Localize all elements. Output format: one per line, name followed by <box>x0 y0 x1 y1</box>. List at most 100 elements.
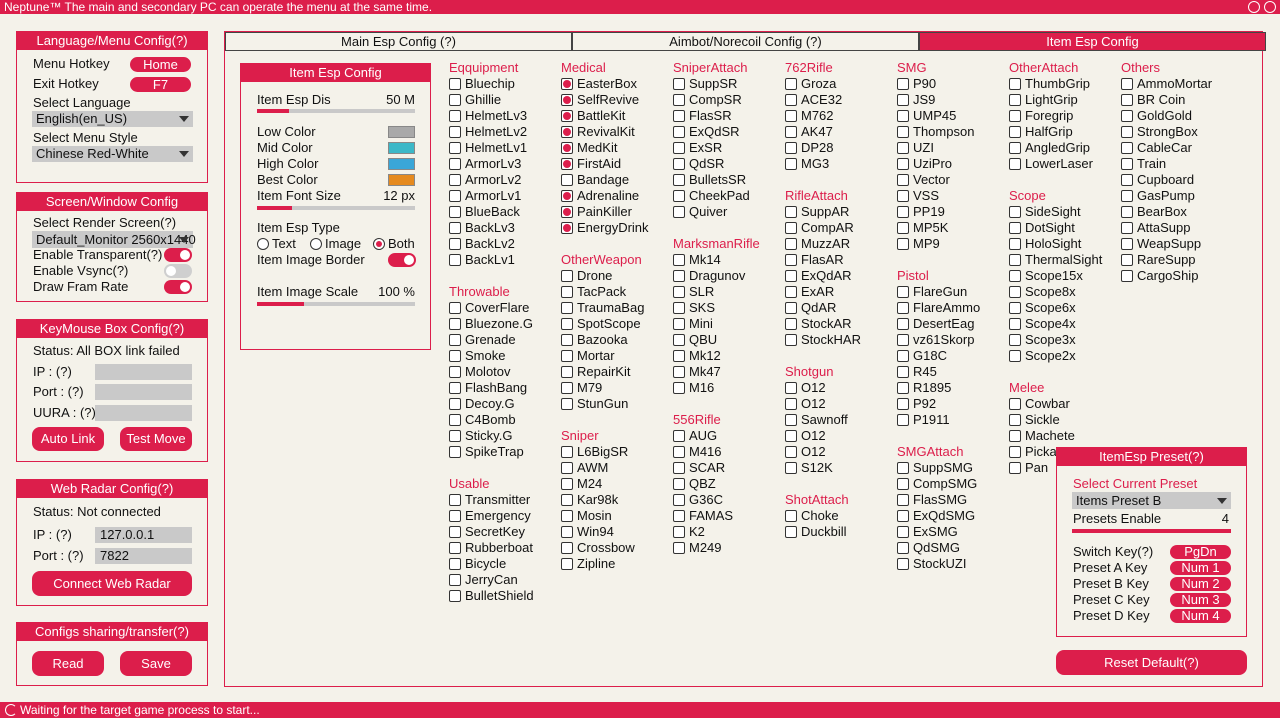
checkbox[interactable] <box>897 542 909 554</box>
checkbox[interactable] <box>1121 254 1133 266</box>
checkbox[interactable] <box>449 382 461 394</box>
checkbox[interactable] <box>1009 334 1021 346</box>
checkbox[interactable] <box>1121 238 1133 250</box>
dropdown[interactable] <box>32 111 193 127</box>
checkbox[interactable] <box>1121 78 1133 90</box>
checkbox[interactable] <box>1009 350 1021 362</box>
checkbox[interactable] <box>1009 286 1021 298</box>
color-swatch[interactable] <box>388 142 415 154</box>
checkbox[interactable] <box>1121 270 1133 282</box>
checkbox[interactable] <box>673 446 685 458</box>
checkbox[interactable] <box>897 478 909 490</box>
checkbox[interactable] <box>1121 158 1133 170</box>
checkbox[interactable] <box>561 334 573 346</box>
checkbox[interactable] <box>897 510 909 522</box>
checkbox[interactable] <box>1009 270 1021 282</box>
checkbox[interactable] <box>561 398 573 410</box>
checkbox[interactable] <box>785 94 797 106</box>
checkbox[interactable] <box>1009 398 1021 410</box>
button[interactable]: Num 4 <box>1170 609 1231 623</box>
radio[interactable] <box>257 238 269 250</box>
checkbox[interactable] <box>1009 222 1021 234</box>
checkbox[interactable] <box>673 254 685 266</box>
checkbox[interactable] <box>673 286 685 298</box>
checkbox[interactable] <box>785 110 797 122</box>
checkbox[interactable] <box>449 158 461 170</box>
button[interactable]: Test Move <box>120 427 192 451</box>
checkbox[interactable] <box>1009 158 1021 170</box>
checkbox[interactable] <box>673 334 685 346</box>
checkbox[interactable] <box>449 558 461 570</box>
checkbox[interactable] <box>1009 94 1021 106</box>
tab[interactable]: Main Esp Config (?) <box>225 32 572 51</box>
checkbox[interactable] <box>897 318 909 330</box>
checkbox[interactable] <box>561 510 573 522</box>
color-swatch[interactable] <box>388 158 415 170</box>
checkbox[interactable] <box>897 350 909 362</box>
checkbox[interactable] <box>561 382 573 394</box>
button[interactable]: Auto Link <box>32 427 104 451</box>
checkbox[interactable] <box>897 334 909 346</box>
checkbox[interactable] <box>1121 174 1133 186</box>
checkbox[interactable] <box>449 78 461 90</box>
checkbox[interactable] <box>1121 110 1133 122</box>
checkbox[interactable] <box>673 350 685 362</box>
checkbox[interactable] <box>449 414 461 426</box>
dropdown[interactable] <box>1072 492 1231 509</box>
checkbox[interactable] <box>785 526 797 538</box>
text-input[interactable] <box>95 364 192 380</box>
checkbox[interactable] <box>561 366 573 378</box>
button[interactable]: Num 1 <box>1170 561 1231 575</box>
checkbox[interactable] <box>449 126 461 138</box>
checkbox[interactable] <box>673 206 685 218</box>
checkbox[interactable] <box>673 478 685 490</box>
checkbox[interactable] <box>561 174 573 186</box>
checkbox[interactable] <box>897 206 909 218</box>
button[interactable]: PgDn <box>1170 545 1231 559</box>
button[interactable]: Read <box>32 651 104 676</box>
checkbox[interactable] <box>673 318 685 330</box>
checkbox[interactable] <box>897 526 909 538</box>
checkbox[interactable] <box>1009 238 1021 250</box>
checkbox[interactable] <box>449 190 461 202</box>
checkbox[interactable] <box>561 542 573 554</box>
checkbox[interactable] <box>897 142 909 154</box>
checkbox[interactable] <box>785 430 797 442</box>
text-input[interactable] <box>95 405 192 421</box>
checkbox[interactable] <box>785 398 797 410</box>
checkbox[interactable] <box>1009 462 1021 474</box>
checkbox[interactable] <box>673 190 685 202</box>
dropdown[interactable] <box>32 231 193 248</box>
checkbox[interactable] <box>1009 414 1021 426</box>
checkbox[interactable] <box>897 238 909 250</box>
dropdown[interactable] <box>32 146 193 162</box>
slider-track[interactable] <box>257 206 415 210</box>
checkbox[interactable] <box>785 318 797 330</box>
checkbox[interactable] <box>561 558 573 570</box>
checkbox[interactable] <box>449 302 461 314</box>
checkbox[interactable] <box>785 446 797 458</box>
checkbox[interactable] <box>785 158 797 170</box>
checkbox[interactable] <box>673 78 685 90</box>
color-swatch[interactable] <box>388 174 415 186</box>
checkbox[interactable] <box>785 206 797 218</box>
checkbox[interactable] <box>561 494 573 506</box>
checkbox[interactable] <box>449 510 461 522</box>
checkbox[interactable] <box>785 302 797 314</box>
checkbox[interactable] <box>1009 430 1021 442</box>
checkbox[interactable] <box>673 366 685 378</box>
close-button[interactable] <box>1264 1 1276 13</box>
checkbox[interactable] <box>673 510 685 522</box>
radio[interactable] <box>310 238 322 250</box>
checkbox[interactable] <box>785 254 797 266</box>
checkbox[interactable] <box>785 414 797 426</box>
checkbox[interactable] <box>673 94 685 106</box>
checkbox[interactable] <box>449 494 461 506</box>
checkbox[interactable] <box>897 286 909 298</box>
checkbox[interactable] <box>449 142 461 154</box>
slider-track[interactable] <box>257 109 415 113</box>
checkbox[interactable] <box>673 158 685 170</box>
checkbox[interactable] <box>449 446 461 458</box>
text-input[interactable] <box>95 384 192 400</box>
checkbox[interactable] <box>673 270 685 282</box>
